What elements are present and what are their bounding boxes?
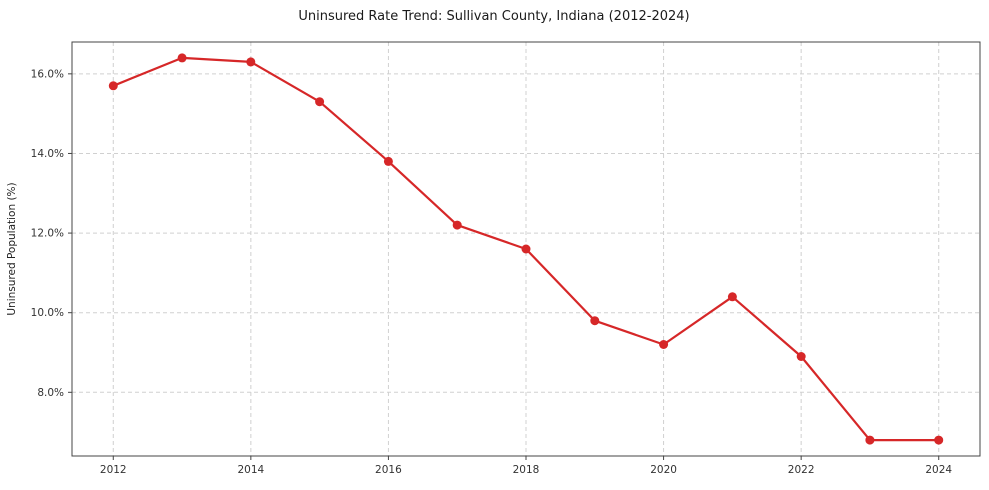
data-point-marker [246,57,256,67]
data-point-marker [659,340,669,349]
x-tick-label: 2022 [788,464,815,476]
data-point-marker [108,81,118,91]
y-tick-label: 12.0% [31,228,64,240]
x-tick-label: 2014 [237,464,264,476]
data-point-marker [521,244,531,254]
x-tick-label: 2012 [100,464,127,476]
data-point-marker [590,316,600,326]
x-tick-label: 2018 [513,464,540,476]
y-tick-label: 10.0% [31,307,64,319]
y-tick-label: 14.0% [31,148,64,160]
x-tick-label: 2020 [650,464,677,476]
x-tick-label: 2024 [925,464,952,476]
y-tick-label: 8.0% [37,387,64,399]
data-point-marker [315,97,325,107]
y-axis-label: Uninsured Population (%) [6,182,18,315]
plot-area: 2012 2014 2016 2018 2020 2022 2024 8.0% 10.0% 12.… [31,41,981,476]
data-point-marker [865,435,875,445]
data-point-marker [383,156,393,166]
data-point-marker [177,53,187,63]
data-point-marker [452,220,462,230]
data-point-marker [796,352,806,361]
chart-title: Uninsured Rate Trend: Sullivan County, I… [298,9,689,24]
x-tick-label: 2016 [375,464,402,476]
data-point-marker [727,292,737,302]
data-point-marker [934,435,944,445]
y-tick-label: 16.0% [31,68,64,80]
